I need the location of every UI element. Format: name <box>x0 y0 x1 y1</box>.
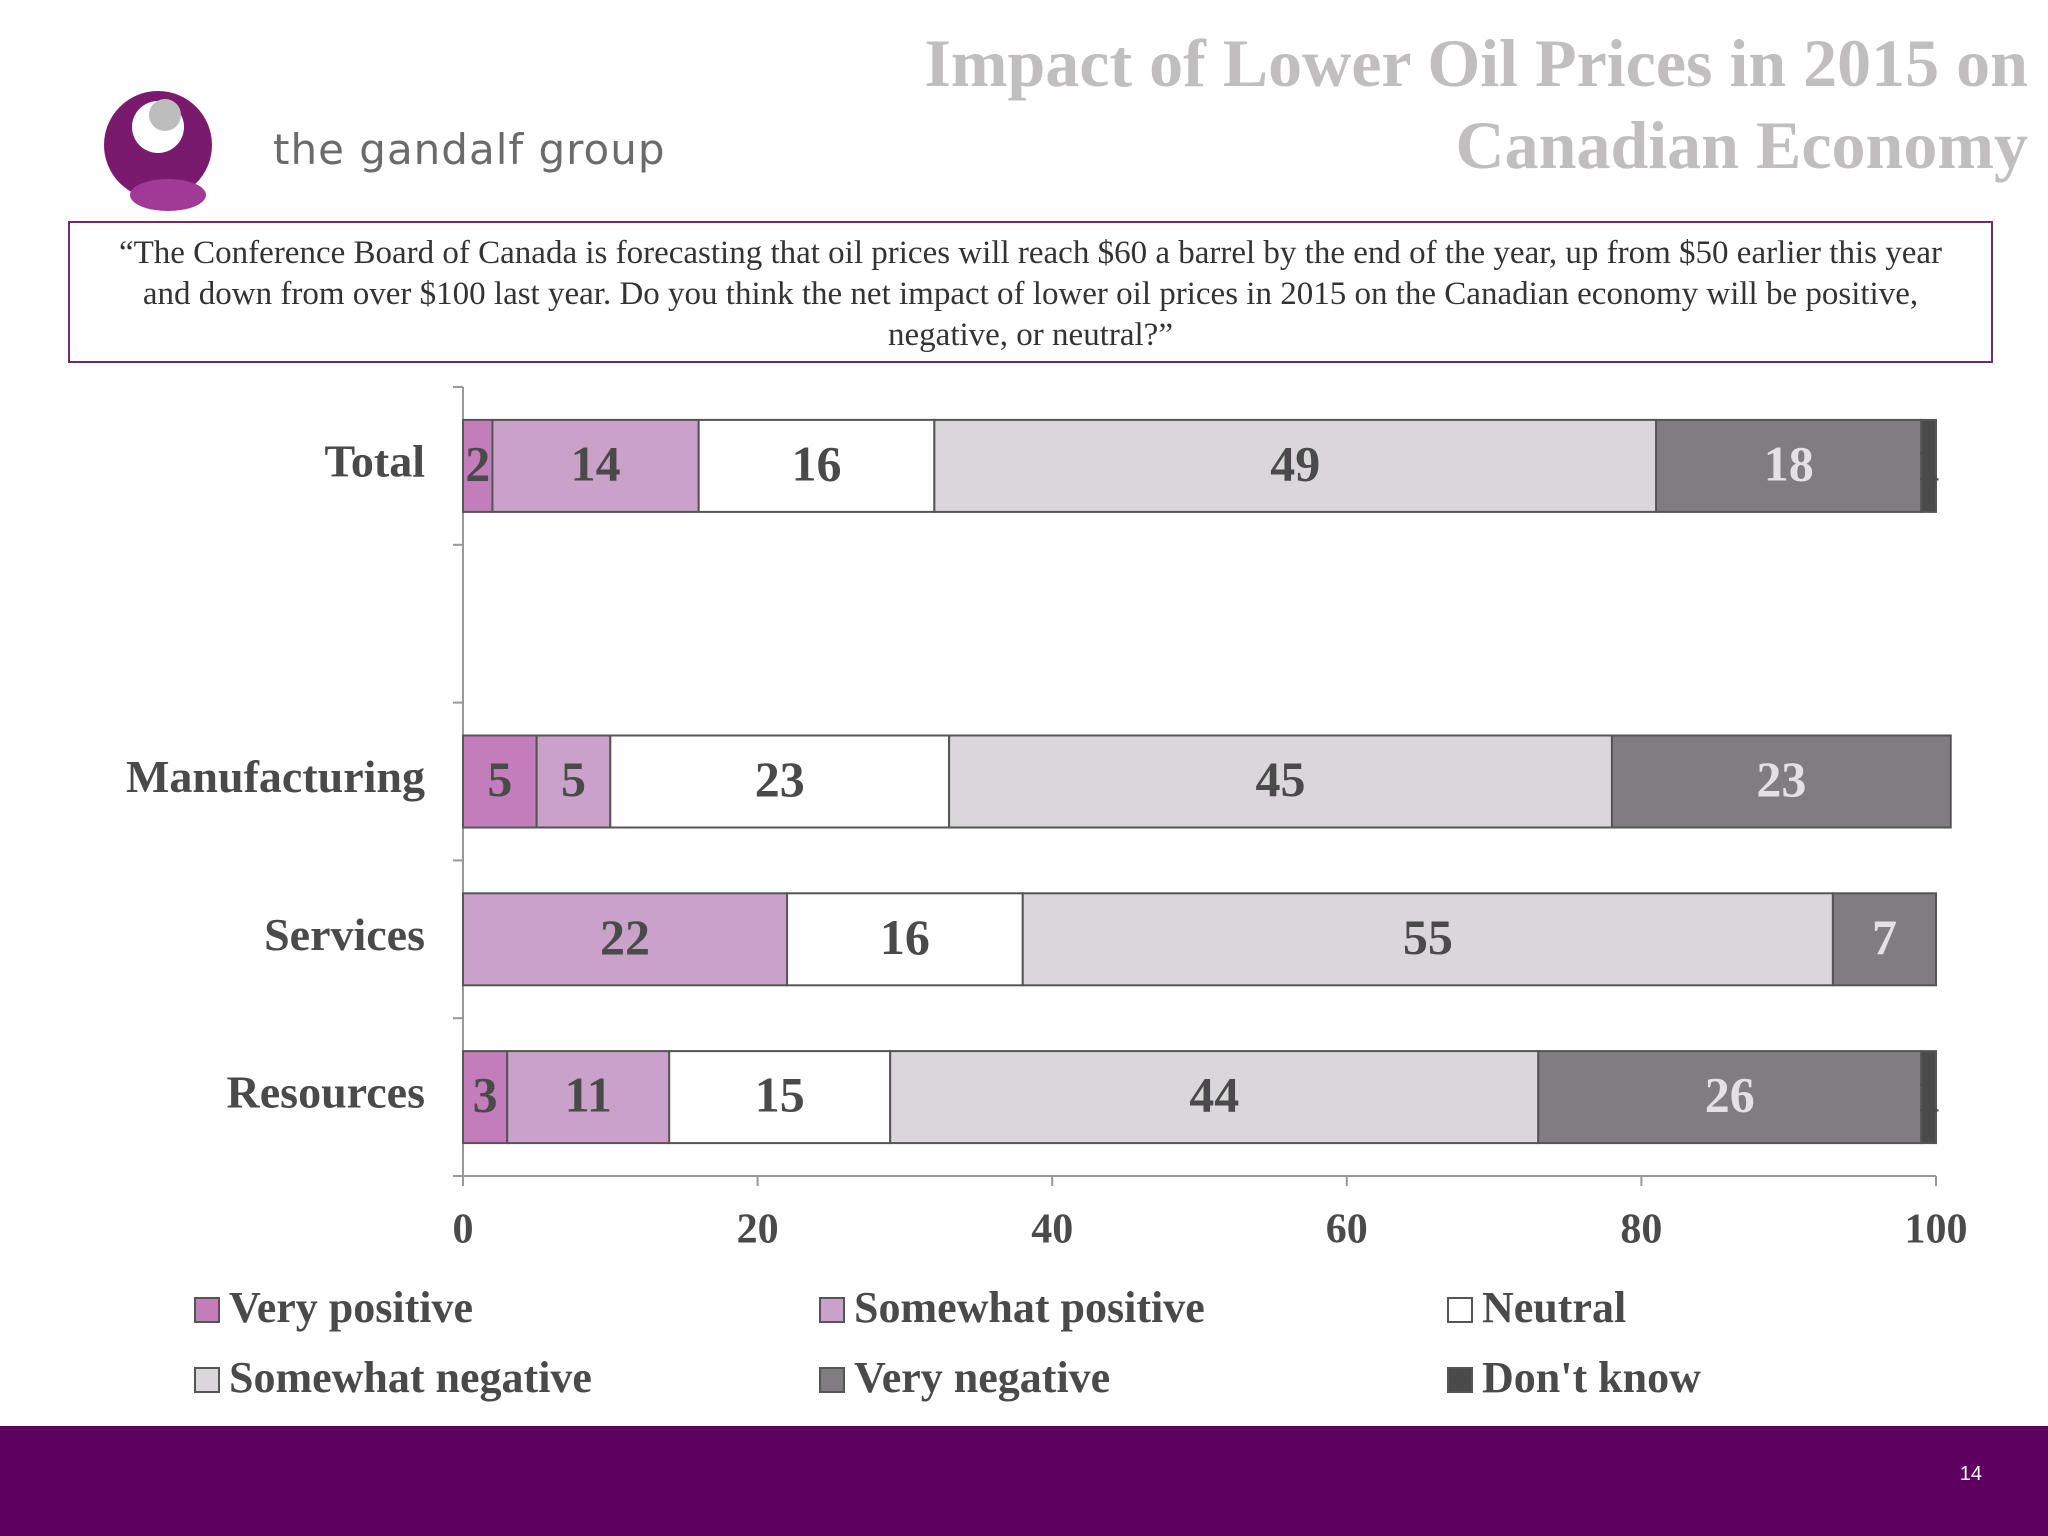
bar-segment <box>1021 892 1834 987</box>
legend-label: Somewhat positive <box>854 1283 1205 1332</box>
bar-segment <box>933 418 1658 513</box>
bar-segment <box>697 418 936 513</box>
bar-segment <box>1920 418 1938 513</box>
page-number: 14 <box>1959 1463 1982 1485</box>
bar-segment <box>1920 1050 1938 1145</box>
value-label: 18 <box>1764 435 1814 491</box>
category-label: Services <box>264 909 425 960</box>
legend-swatch <box>194 1367 220 1393</box>
legend-swatch <box>819 1297 845 1323</box>
value-label: 16 <box>880 909 930 965</box>
value-label: 49 <box>1270 435 1320 491</box>
x-tick-label: 60 <box>1326 1207 1368 1253</box>
category-label: Resources <box>227 1067 425 1118</box>
bar-segment <box>506 1050 671 1145</box>
bar-segment <box>1655 418 1923 513</box>
value-label: 16 <box>792 435 842 491</box>
x-tick-label: 20 <box>737 1207 779 1253</box>
question-text: “The Conference Board of Canada is forec… <box>68 221 1993 363</box>
value-label: 22 <box>600 909 650 965</box>
footer-bar <box>0 1426 2048 1536</box>
x-tick-label: 40 <box>1031 1207 1073 1253</box>
bar-segment <box>668 1050 892 1145</box>
legend-label: Very positive <box>229 1283 473 1332</box>
chart: 0 20 40 60 80 100 Total 2 14 16 49 18 1 Manufacturing… <box>126 386 1968 1402</box>
legend-label: Neutral <box>1482 1283 1626 1332</box>
category-label: Total <box>324 435 425 486</box>
value-label: 1 <box>1916 435 1941 491</box>
bar-segment <box>1831 892 1938 987</box>
value-label: 26 <box>1705 1067 1755 1123</box>
value-label: 5 <box>487 751 512 807</box>
legend-label: Somewhat negative <box>229 1353 592 1402</box>
category-label: Manufacturing <box>126 751 425 802</box>
value-label: 11 <box>565 1067 612 1123</box>
value-label: 14 <box>571 435 621 491</box>
value-label: 45 <box>1256 751 1306 807</box>
bar-segment <box>889 1050 1540 1145</box>
bar-segment <box>786 892 1024 987</box>
bar-segment <box>462 892 789 987</box>
legend-swatch <box>1447 1367 1473 1393</box>
bar-segment <box>1537 1050 1923 1145</box>
legend-swatch <box>1447 1297 1473 1323</box>
x-tick-label: 80 <box>1620 1207 1662 1253</box>
value-label: 23 <box>755 751 805 807</box>
legend-label: Don't know <box>1482 1353 1701 1402</box>
value-label: 2 <box>465 435 490 491</box>
legend-swatch <box>819 1367 845 1393</box>
value-label: 15 <box>755 1067 805 1123</box>
value-label: 5 <box>561 751 586 807</box>
value-label: 3 <box>473 1067 498 1123</box>
value-label: 23 <box>1756 751 1806 807</box>
logo <box>104 91 212 211</box>
x-tick-label: 0 <box>453 1207 474 1253</box>
value-label: 1 <box>1916 1067 1941 1123</box>
chart-title: Impact of Lower Oil Prices in 2015 on Ca… <box>924 25 2028 183</box>
value-label: 44 <box>1189 1067 1239 1123</box>
value-label: 7 <box>1872 909 1897 965</box>
legend-label: Very negative <box>854 1353 1110 1402</box>
bar-segment <box>948 734 1613 829</box>
bar-segment <box>462 1050 509 1145</box>
x-tick-label: 100 <box>1905 1207 1968 1253</box>
value-label: 55 <box>1403 909 1453 965</box>
bar-segment <box>491 418 700 513</box>
legend-swatch <box>194 1297 220 1323</box>
logo-text: the gandalf group <box>273 125 666 174</box>
bar-segment <box>1610 734 1952 829</box>
